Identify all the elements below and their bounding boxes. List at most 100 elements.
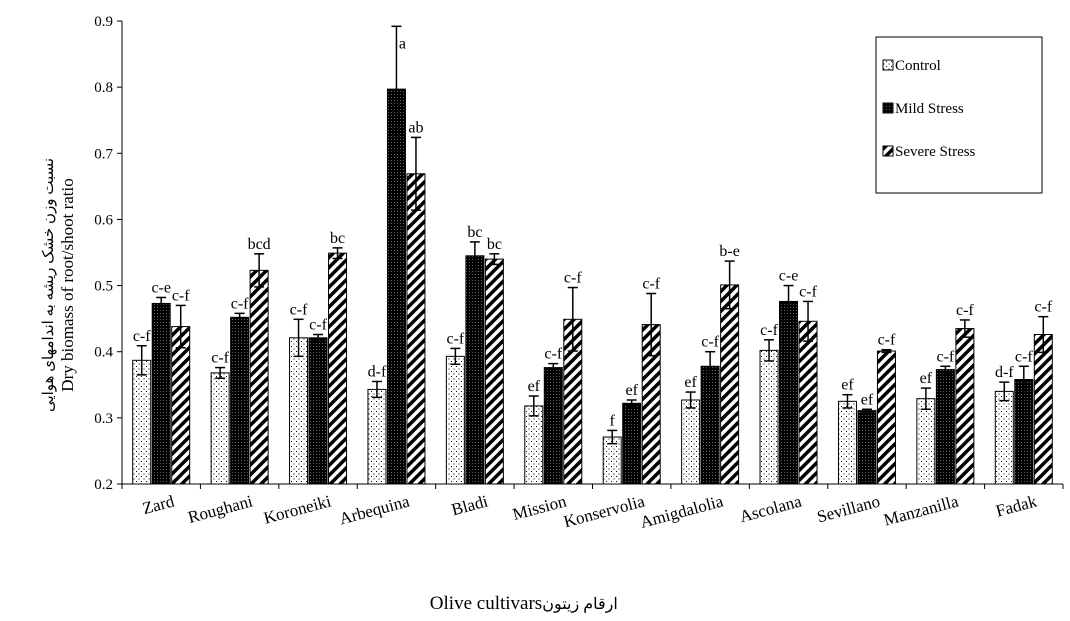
error-bar-control [136, 345, 147, 376]
error-bar-control [764, 339, 775, 362]
bar-severe-stress [171, 326, 191, 485]
significance-label: ef [684, 374, 697, 391]
bar-control [210, 372, 230, 485]
bar-severe-stress [720, 284, 740, 485]
y-axis-title: نسبت وزن خشک ریشه به اندامهای هوایی Dry … [41, 158, 77, 412]
legend-frame [875, 36, 1043, 194]
bars-group [132, 88, 1053, 485]
significance-label: c-f [211, 350, 229, 367]
error-bar-control [999, 381, 1010, 402]
legend: Control Mild Stress Severe Stress [875, 36, 1043, 194]
x-tick-label: Ascolana [738, 491, 804, 526]
bar-severe-stress [1033, 334, 1053, 485]
bar-mild-stress [857, 410, 877, 485]
error-bar-mild-stress [548, 362, 559, 373]
significance-label: c-f [446, 330, 464, 347]
bar-control [916, 398, 936, 485]
significance-label: c-f [133, 328, 151, 345]
significance-label: c-f [701, 334, 719, 351]
bar-control [132, 359, 152, 485]
significance-label: d-f [995, 364, 1014, 381]
x-tick-label: Sevillano [815, 492, 882, 527]
significance-label: d-f [368, 363, 387, 380]
y-tick-label: 0.7 [94, 146, 113, 162]
x-tick-label: Fadak [994, 491, 1040, 520]
significance-label: c-f [642, 276, 660, 293]
significance-label: c-e [151, 279, 171, 296]
y-axis-label: Dry biomass of root/shoot ratio [58, 178, 77, 391]
error-bar-severe-stress [959, 319, 970, 338]
error-bar-severe-stress [724, 260, 735, 310]
error-bar-severe-stress [175, 304, 186, 349]
significance-label: c-f [760, 322, 778, 339]
significance-label: c-f [956, 302, 974, 319]
significance-label: c-f [1015, 348, 1033, 365]
x-tick-label: Bladi [449, 491, 490, 519]
error-bar-control [293, 318, 304, 358]
significance-label: c-f [172, 287, 190, 304]
error-bar-mild-stress [705, 350, 716, 382]
error-bar-control [371, 380, 382, 399]
bar-severe-stress [406, 173, 426, 485]
error-bar-mild-stress [783, 284, 794, 319]
error-bar-severe-stress [1038, 315, 1049, 354]
significance-label: c-f [231, 295, 249, 312]
y-tick-label: 0.5 [94, 279, 113, 295]
significance-label: c-f [290, 301, 308, 318]
error-bar-mild-stress [861, 408, 872, 413]
error-bar-mild-stress [1018, 365, 1029, 394]
bar-mild-stress [151, 302, 171, 485]
legend-label-mild-stress: Mild Stress [895, 101, 964, 117]
bar-severe-stress [328, 252, 348, 485]
bar-mild-stress [1014, 378, 1034, 485]
axes [117, 20, 1064, 489]
legend-swatch-mild-stress [882, 102, 894, 114]
bar-control [759, 349, 779, 485]
significance-label: ef [841, 377, 854, 394]
error-bar-mild-stress [626, 399, 637, 408]
error-bar-severe-stress [646, 292, 657, 357]
bar-control [445, 355, 465, 485]
significance-label: c-f [878, 332, 896, 349]
significance-label: a [399, 35, 406, 52]
bar-control [367, 388, 387, 485]
bar-control [289, 337, 309, 485]
error-bar-severe-stress [881, 348, 892, 354]
error-bar-severe-stress [254, 253, 265, 288]
x-tick-label: Amigdalolia [638, 491, 725, 531]
bar-control [837, 400, 857, 485]
error-bar-mild-stress [469, 241, 480, 271]
significance-label: ef [625, 382, 638, 399]
legend-swatch-control [882, 59, 894, 71]
error-bar-severe-stress [489, 253, 500, 266]
error-bar-severe-stress [567, 286, 578, 352]
significance-label: c-e [779, 268, 799, 285]
significance-label: c-f [799, 283, 817, 300]
significance-label: c-f [564, 270, 582, 287]
legend-label-severe-stress: Severe Stress [895, 144, 976, 160]
bar-severe-stress [484, 258, 504, 485]
x-tick-label: Zard [140, 491, 176, 518]
error-bar-control [450, 347, 461, 366]
error-bar-control [685, 391, 696, 409]
legend-swatch-severe-stress [882, 145, 894, 157]
bar-mild-stress [622, 402, 642, 485]
x-tick-label: Mission [510, 491, 568, 524]
legend-label-control: Control [895, 58, 941, 74]
significance-label: ef [528, 378, 541, 395]
y-tick-label: 0.9 [94, 14, 113, 30]
y-tick-label: 0.4 [94, 345, 113, 361]
bar-control [524, 405, 544, 485]
bar-severe-stress [955, 328, 975, 485]
x-tick-label: Konservolia [562, 491, 648, 531]
error-bar-control [528, 395, 539, 417]
x-tick-label: Koroneiki [262, 491, 334, 527]
significance-label: ef [920, 370, 933, 387]
y-tick-label: 0.6 [94, 212, 113, 228]
error-bar-mild-stress [940, 365, 951, 374]
error-bar-severe-stress [410, 136, 421, 211]
y-axis-label-fa: نسبت وزن خشک ریشه به اندامهای هوایی [41, 158, 57, 412]
error-bar-mild-stress [156, 296, 167, 311]
significance-label: c-f [1034, 299, 1052, 316]
